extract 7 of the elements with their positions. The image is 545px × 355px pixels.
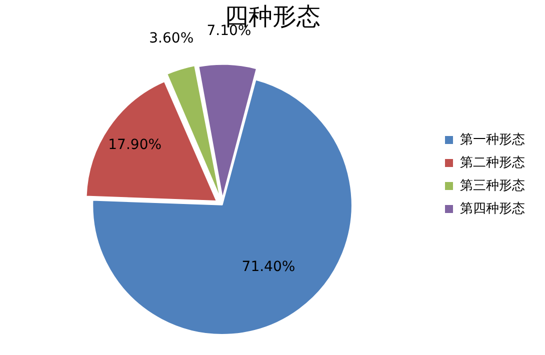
legend-label: 第一种形态 [460, 132, 525, 148]
legend-label: 第二种形态 [460, 155, 525, 170]
legend-label: 第四种形态 [460, 201, 525, 216]
legend-label: 第三种形态 [460, 178, 525, 194]
data-label: 3.60% [149, 30, 194, 47]
data-label: 17.90% [108, 137, 162, 154]
data-label: 71.40% [242, 259, 296, 276]
